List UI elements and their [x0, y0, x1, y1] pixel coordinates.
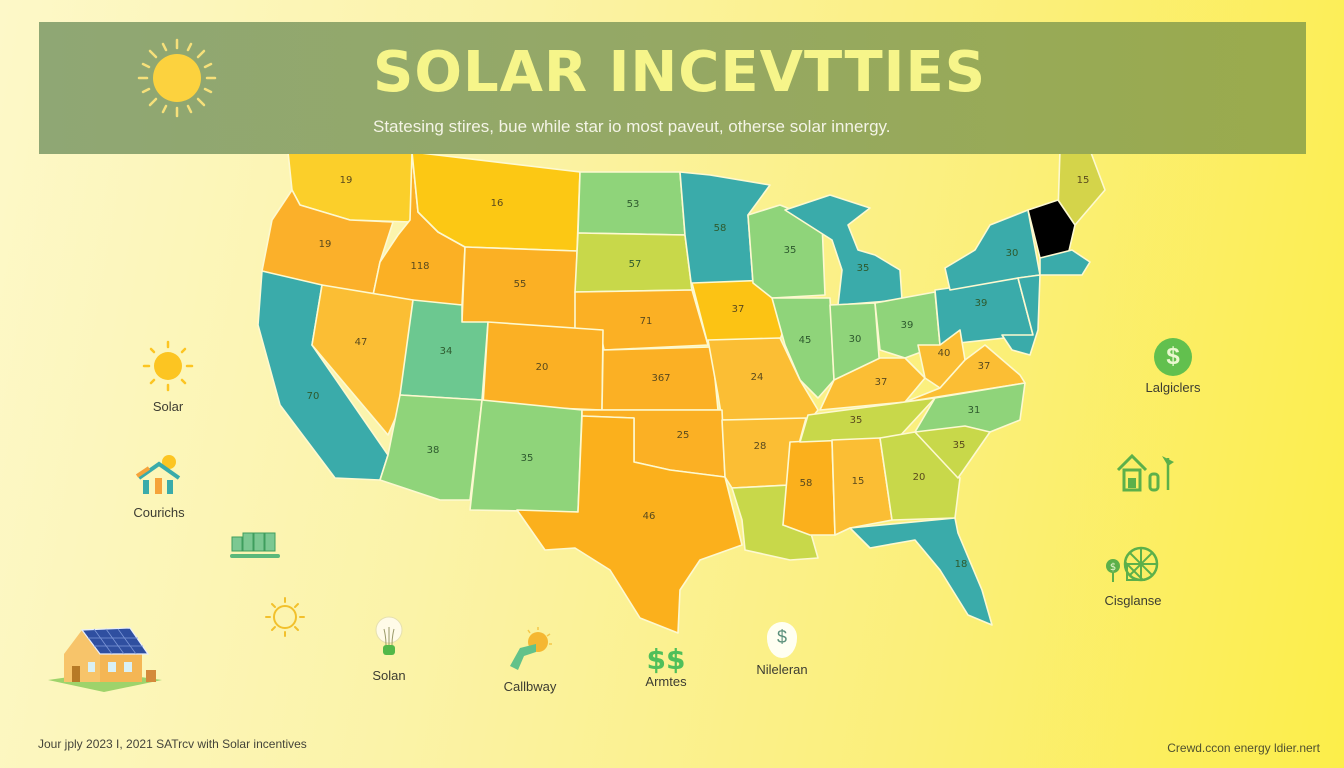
- label-or: 19: [319, 239, 332, 250]
- label-va: 37: [978, 361, 991, 372]
- label-ks: 367: [651, 373, 670, 384]
- label-sc: 35: [953, 440, 966, 451]
- label-me: 15: [1077, 175, 1090, 186]
- label-wi: 35: [784, 245, 797, 256]
- legend-item-cisglanse[interactable]: $ Cisglanse: [1098, 546, 1168, 608]
- legend-label: Solan: [372, 668, 406, 683]
- house-wind-icon: [1116, 453, 1174, 492]
- label-nm: 35: [521, 453, 534, 464]
- legend-label: Courichs: [133, 505, 185, 520]
- legend-label: Nileleran: [756, 662, 808, 677]
- state-tx[interactable]: [516, 415, 743, 634]
- label-ca: 70: [307, 391, 320, 402]
- legend-item-solar[interactable]: Solar: [140, 340, 196, 414]
- footer-source-link[interactable]: Crewd.ccon energy ldier.nert: [1167, 741, 1320, 755]
- page-title: SOLAR INCEVTTIES: [373, 40, 987, 105]
- dollar-circle-icon: $: [1154, 338, 1192, 376]
- sun-icon: [137, 38, 217, 118]
- footer-caption: Jour jply 2023 I, 2021 SATrcv with Solar…: [38, 737, 307, 751]
- label-tx: 46: [643, 511, 656, 522]
- label-wy: 55: [514, 279, 527, 290]
- solar-panel-icon: [230, 532, 280, 558]
- dollar-wheel-icon: $: [1106, 546, 1159, 582]
- header-banner: SOLAR INCEVTTIES Statesing stires, bue w…: [39, 22, 1306, 154]
- state-sc[interactable]: [914, 425, 991, 479]
- label-az: 38: [427, 445, 440, 456]
- state-vt-nh[interactable]: [1027, 199, 1076, 259]
- state-tn[interactable]: [799, 397, 936, 443]
- state-ny[interactable]: [944, 209, 1041, 291]
- legend-item-solar-panel[interactable]: [228, 527, 284, 566]
- sun-icon: [142, 340, 194, 392]
- legend-label: Cisglanse: [1104, 593, 1162, 608]
- label-ar: 28: [754, 441, 767, 452]
- state-il[interactable]: [771, 297, 835, 399]
- sun-outline-decoration: [263, 596, 307, 641]
- label-ok: 25: [677, 430, 690, 441]
- label-tn: 35: [850, 415, 863, 426]
- state-value-labels: 19 19 118 16 53 58 57 55 71 37 35 35 30 …: [307, 175, 1090, 570]
- svg-text:$: $: [1110, 562, 1116, 573]
- label-nd: 53: [627, 199, 640, 210]
- legend-label: Callbway: [503, 679, 557, 694]
- label-al: 15: [852, 476, 865, 487]
- label-mn: 58: [714, 223, 727, 234]
- legend-item-house-wind[interactable]: [1114, 452, 1178, 497]
- dollar-signs-icon: $$: [646, 643, 686, 676]
- hand-sun-icon: [510, 627, 552, 670]
- label-mi: 35: [857, 263, 870, 274]
- label-mt: 16: [491, 198, 504, 209]
- legend-item-callbway[interactable]: Callbway: [498, 626, 562, 694]
- legend-item-armtes[interactable]: $$ Armtes: [638, 643, 694, 690]
- label-nc: 31: [968, 405, 981, 416]
- legend-label: Armtes: [645, 674, 687, 689]
- label-ny: 30: [1006, 248, 1019, 259]
- legend-item-nileleran[interactable]: $ Nileleran: [750, 622, 814, 677]
- label-mo: 24: [751, 372, 764, 383]
- label-ms: 58: [800, 478, 813, 489]
- label-nv: 47: [355, 337, 368, 348]
- legend-item-courichs[interactable]: Courichs: [128, 452, 190, 520]
- label-ga: 20: [913, 472, 926, 483]
- sun-outline-icon: [265, 597, 305, 637]
- label-wa: 19: [340, 175, 353, 186]
- lightbulb-icon: [375, 616, 403, 655]
- label-oh: 39: [901, 320, 914, 331]
- legend-label: Lalgiclers: [1145, 380, 1201, 395]
- state-nj-md[interactable]: [1001, 274, 1041, 356]
- label-co: 20: [536, 362, 549, 373]
- legend-item-solan[interactable]: Solan: [364, 615, 414, 683]
- state-mi[interactable]: [784, 194, 903, 306]
- label-fl: 18: [955, 559, 968, 570]
- label-wv: 40: [938, 348, 951, 359]
- label-il: 45: [799, 335, 812, 346]
- label-id: 118: [410, 261, 429, 272]
- state-ma[interactable]: [1039, 249, 1091, 276]
- label-ky: 37: [875, 377, 888, 388]
- label-sd: 57: [629, 259, 642, 270]
- label-ut: 34: [440, 346, 453, 357]
- label-ia: 37: [732, 304, 745, 315]
- label-ne: 71: [640, 316, 653, 327]
- solar-house-icon: [48, 627, 162, 692]
- legend-label: Solar: [152, 399, 184, 414]
- solar-house-illustration: [44, 620, 168, 699]
- label-pa: 39: [975, 298, 988, 309]
- legend-item-lalgiclers[interactable]: $ Lalgiclers: [1138, 338, 1208, 395]
- state-fl[interactable]: [849, 517, 993, 626]
- dollar-pin-icon: $: [767, 622, 797, 658]
- state-ga[interactable]: [879, 431, 961, 521]
- state-wi[interactable]: [747, 204, 826, 299]
- state-al[interactable]: [831, 437, 893, 536]
- house-family-icon: [135, 455, 181, 494]
- page-subtitle: Statesing stires, bue while star io most…: [373, 117, 891, 136]
- label-in: 30: [849, 334, 862, 345]
